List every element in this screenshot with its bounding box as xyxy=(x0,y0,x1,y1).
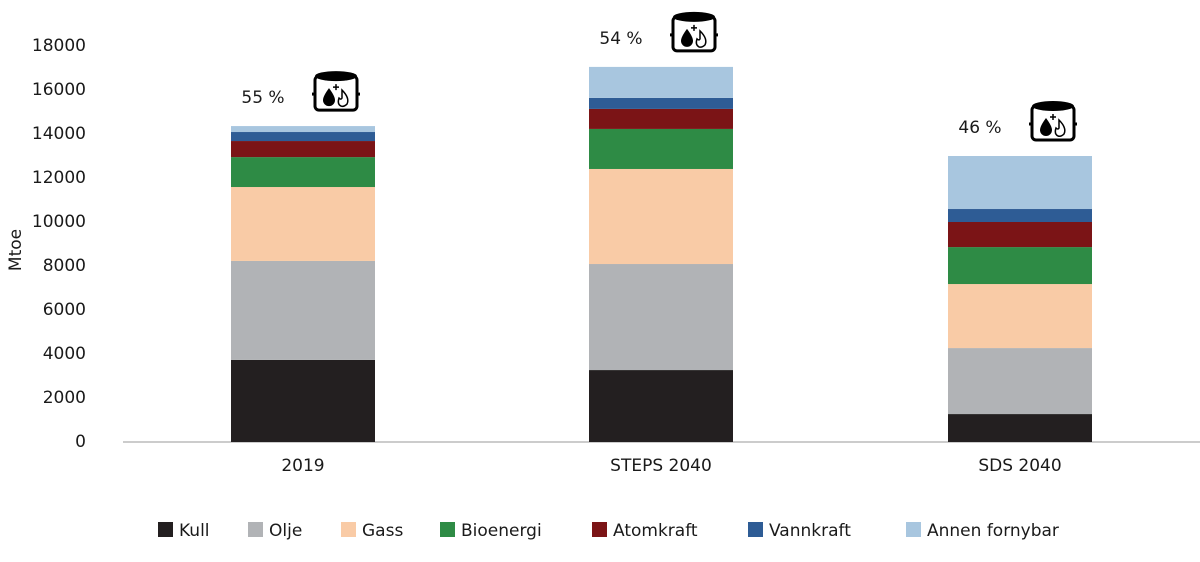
bar-segment xyxy=(231,157,375,188)
bar-segment xyxy=(948,209,1092,222)
y-tick-label: 2000 xyxy=(43,388,86,408)
bar-segment xyxy=(589,264,733,371)
bar-segment xyxy=(589,370,733,442)
barrel-top xyxy=(1032,101,1074,111)
bar-segment xyxy=(231,187,375,261)
drop xyxy=(1040,118,1052,136)
bar-segment xyxy=(231,141,375,158)
bar-segment xyxy=(231,132,375,142)
legend-label: Olje xyxy=(269,521,302,541)
y-tick-label: 4000 xyxy=(43,344,86,364)
legend-swatch xyxy=(748,522,763,537)
barrel-icon xyxy=(670,11,718,53)
annotation: 55 % xyxy=(241,88,284,108)
legend-swatch xyxy=(906,522,921,537)
bar-segment xyxy=(589,66,733,98)
flame xyxy=(1054,118,1066,137)
legend-swatch xyxy=(440,522,455,537)
legend-label: Kull xyxy=(179,521,210,541)
legend-swatch xyxy=(158,522,173,537)
y-tick-label: 16000 xyxy=(32,80,86,100)
bar-segment xyxy=(231,126,375,133)
y-axis-label: Mtoe xyxy=(6,229,26,271)
x-tick-label: 2019 xyxy=(281,456,324,476)
barrel-body xyxy=(313,74,359,112)
legend-label: Gass xyxy=(362,521,403,541)
bar-segment xyxy=(948,156,1092,210)
y-tick-label: 10000 xyxy=(32,212,86,232)
annotation: 54 % xyxy=(599,29,642,49)
bar-segment xyxy=(231,359,375,442)
barrel-top xyxy=(315,71,357,82)
y-tick-label: 0 xyxy=(75,432,86,452)
bar-segment xyxy=(231,260,375,360)
legend-label: Bioenergi xyxy=(461,521,542,541)
annotation: 46 % xyxy=(958,118,1001,138)
barrel-icon xyxy=(1029,101,1077,142)
y-tick-label: 18000 xyxy=(32,36,86,56)
drop xyxy=(681,28,693,47)
plus xyxy=(1050,114,1056,120)
barrel-body xyxy=(1030,104,1076,142)
drop xyxy=(323,88,335,107)
legend-label: Atomkraft xyxy=(613,521,698,541)
bar-segment xyxy=(948,348,1092,415)
x-tick-label: STEPS 2040 xyxy=(610,456,712,476)
bar-segment xyxy=(589,97,733,109)
legend-label: Vannkraft xyxy=(769,521,851,541)
plus xyxy=(691,24,697,31)
legend-swatch xyxy=(248,522,263,537)
flame xyxy=(695,29,707,48)
bar-segment xyxy=(589,108,733,129)
legend-swatch xyxy=(341,522,356,537)
y-tick-label: 8000 xyxy=(43,256,86,276)
legend-label: Annen fornybar xyxy=(927,521,1059,541)
bar-segment xyxy=(948,284,1092,349)
barrel-top xyxy=(673,11,715,22)
y-tick-label: 6000 xyxy=(43,300,86,320)
legend-swatch xyxy=(592,522,607,537)
bar-segment xyxy=(589,128,733,169)
plus xyxy=(333,84,339,91)
y-tick-label: 12000 xyxy=(32,168,86,188)
y-tick-label: 14000 xyxy=(32,124,86,144)
bar-segment xyxy=(948,414,1092,442)
barrel-body xyxy=(671,15,717,53)
x-tick-label: SDS 2040 xyxy=(978,456,1061,476)
bar-segment xyxy=(589,168,733,265)
barrel-icon xyxy=(312,71,360,112)
bar-segment xyxy=(948,247,1092,285)
flame xyxy=(337,88,349,108)
bar-segment xyxy=(948,222,1092,248)
